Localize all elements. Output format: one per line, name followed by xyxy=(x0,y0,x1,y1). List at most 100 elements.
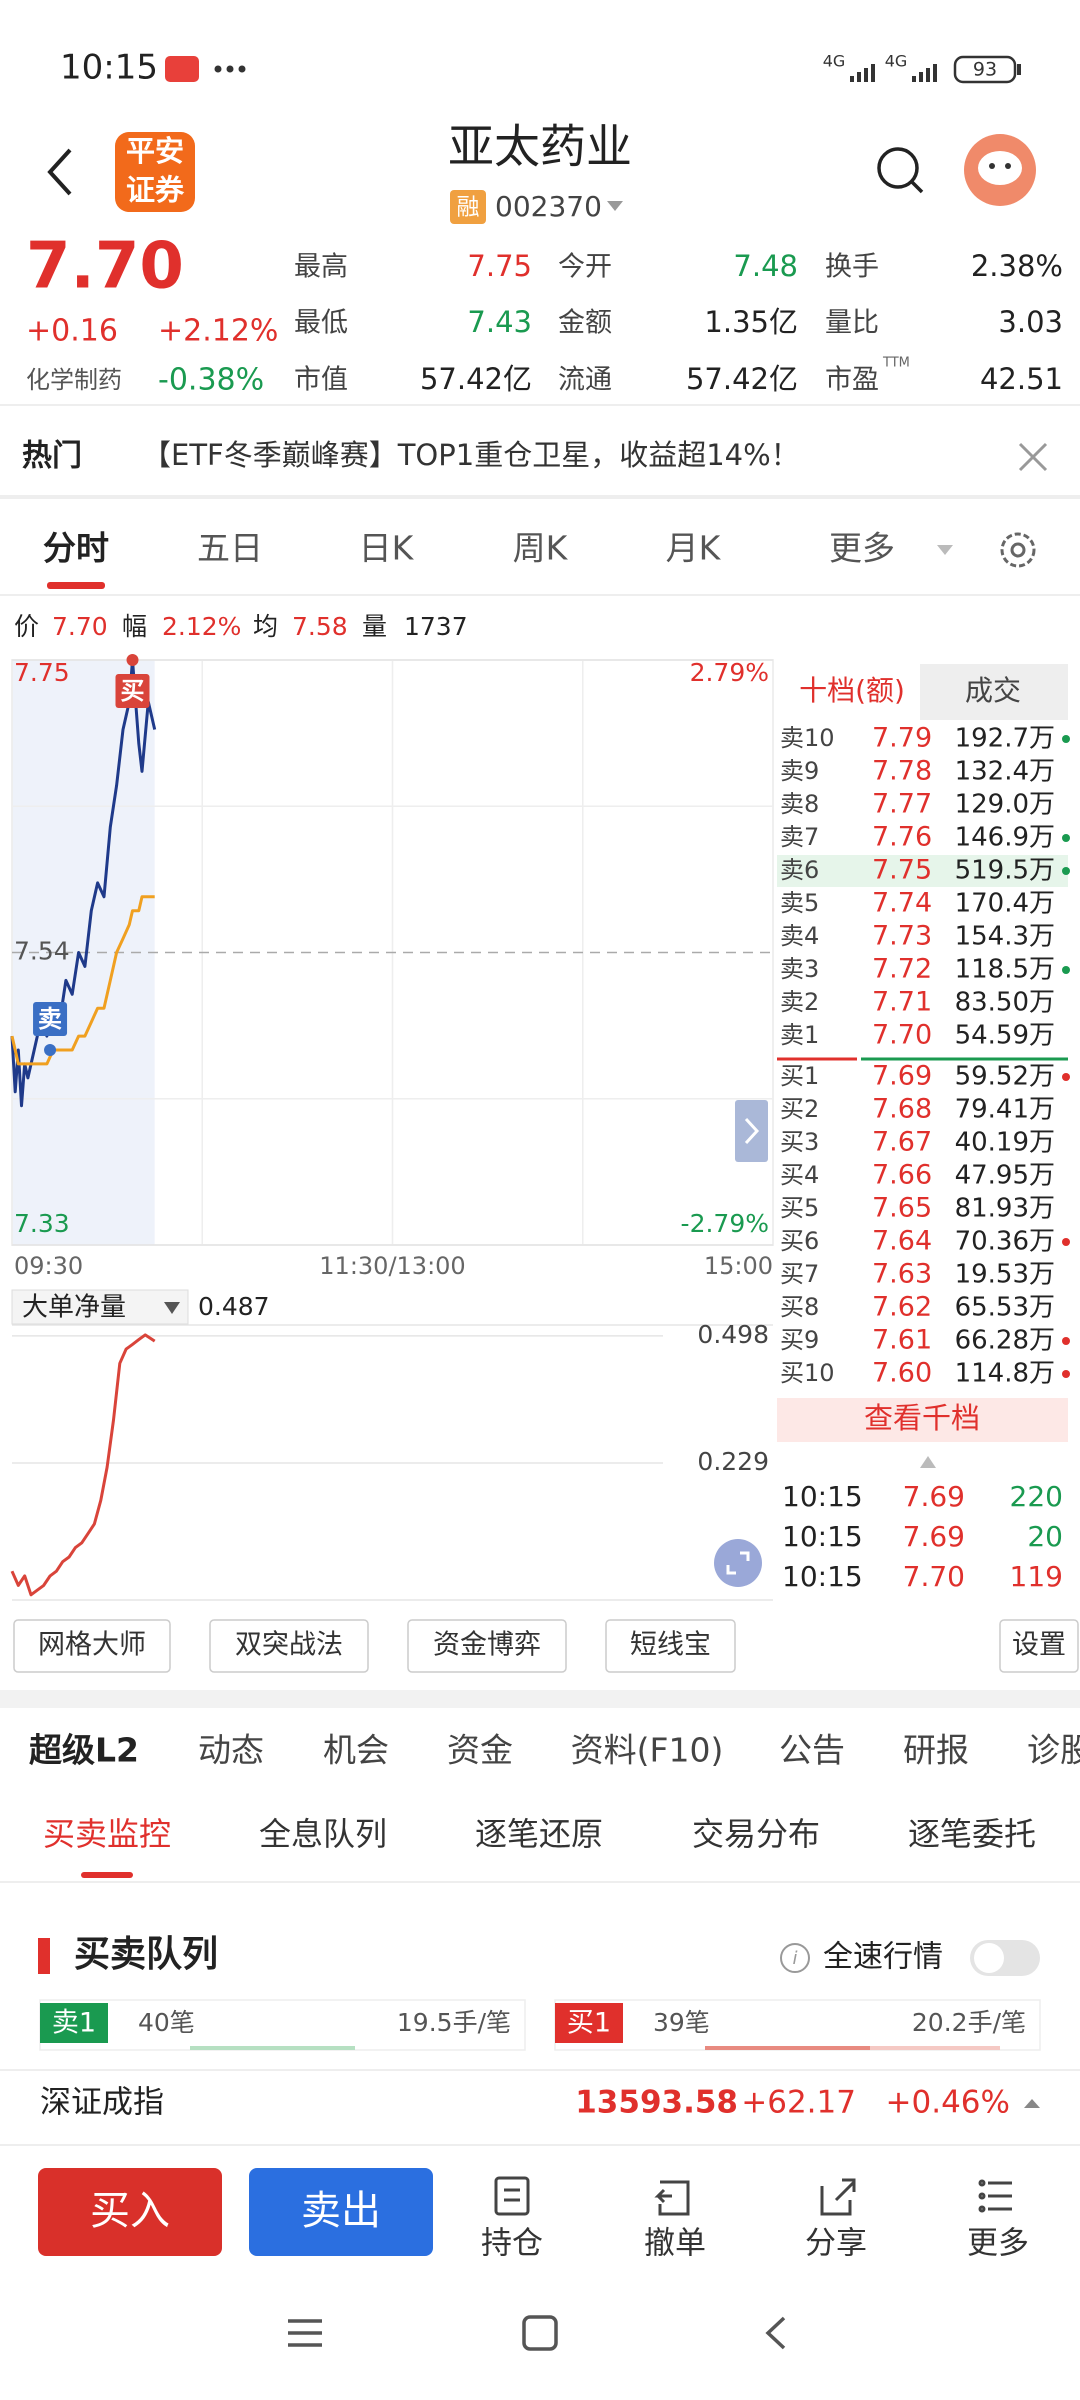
stat-value: 42.51 xyxy=(980,362,1063,396)
queue-bar xyxy=(870,2046,1000,2050)
tool-label[interactable]: 双突战法 xyxy=(235,1630,343,1661)
book-amount: 40.19万 xyxy=(955,1128,1055,1158)
info-item: 7.70 xyxy=(52,612,108,641)
buy-button[interactable] xyxy=(38,2168,222,2256)
book-dot xyxy=(1062,1073,1070,1081)
y2-tick-label: 2.79% xyxy=(690,658,769,687)
tool-button[interactable] xyxy=(13,1619,171,1673)
l2-tab[interactable]: 机会 xyxy=(323,1731,389,1770)
search-button[interactable] xyxy=(877,147,924,194)
chart-tab[interactable]: 更多 xyxy=(829,529,895,568)
stat-label: 最高 xyxy=(294,252,348,283)
l2-tab[interactable]: 资金 xyxy=(447,1731,513,1770)
nav-menu[interactable] xyxy=(288,2319,322,2347)
back-button[interactable] xyxy=(47,148,72,196)
chart-tab[interactable]: 月K xyxy=(666,529,722,568)
tool-button[interactable] xyxy=(605,1619,736,1673)
banner-text[interactable]: 【ETF冬季巅峰赛】TOP1重仓卫星，收益超14%！ xyxy=(142,438,800,472)
avatar[interactable] xyxy=(964,134,1036,206)
trade-volume: 119 xyxy=(1010,1560,1063,1593)
fullscreen-button[interactable] xyxy=(714,1539,762,1587)
sector-change: -0.38% xyxy=(158,363,264,398)
nav-back[interactable] xyxy=(765,2316,786,2350)
book-price: 7.62 xyxy=(872,1292,932,1323)
series-line xyxy=(10,895,155,1066)
tool-button[interactable] xyxy=(209,1619,369,1673)
chart-tab[interactable]: 五日 xyxy=(197,529,263,568)
book-amount: 79.41万 xyxy=(955,1095,1055,1125)
book-amount: 154.3万 xyxy=(955,922,1055,952)
sell-label[interactable]: 卖出 xyxy=(301,2188,381,2234)
sub-tab[interactable]: 交易分布 xyxy=(692,1815,820,1853)
tool-label[interactable]: 网格大师 xyxy=(38,1630,146,1661)
more-depth-bg[interactable] xyxy=(777,1398,1068,1442)
action-label[interactable]: 更多 xyxy=(967,2226,1029,2262)
info-item: 幅 xyxy=(122,612,147,641)
index-change-pct: +0.46% xyxy=(886,2085,1010,2121)
action-label[interactable]: 分享 xyxy=(805,2226,867,2262)
trade-marker xyxy=(33,1002,68,1036)
indicator-current: 0.487 xyxy=(198,1292,270,1321)
stat-value: 57.42亿 xyxy=(420,362,532,396)
sub-tab[interactable]: 逐笔还原 xyxy=(475,1815,603,1853)
close-banner[interactable] xyxy=(1018,442,1048,472)
sub-tab[interactable]: 买卖监控 xyxy=(43,1815,171,1853)
nav-home[interactable] xyxy=(522,2315,558,2351)
fullscreen-icon xyxy=(726,1551,750,1575)
sub-tab[interactable]: 全息队列 xyxy=(259,1815,387,1853)
book-price: 7.69 xyxy=(872,1061,932,1092)
tool-label[interactable]: 设置 xyxy=(1012,1630,1066,1661)
l2-tab[interactable]: 诊股 xyxy=(1027,1731,1080,1770)
index-expand[interactable] xyxy=(1024,2099,1040,2108)
sub-tab[interactable]: 逐笔委托 xyxy=(908,1815,1036,1853)
book-label: 卖1 xyxy=(780,1021,819,1049)
battery-tip xyxy=(1017,64,1021,75)
book-dot xyxy=(1062,1238,1070,1246)
book-price: 7.61 xyxy=(872,1325,932,1356)
toggle[interactable] xyxy=(970,1940,1040,1976)
l2-tab[interactable]: 研报 xyxy=(903,1731,969,1770)
chart-overlay xyxy=(714,1100,768,1587)
y-tick-label: 7.33 xyxy=(14,1209,70,1238)
info-icon[interactable]: i xyxy=(780,1943,810,1973)
tool-label[interactable]: 短线宝 xyxy=(630,1630,711,1661)
l2-tab[interactable]: 超级L2 xyxy=(29,1731,139,1770)
status-icons: 4G 4G 93 xyxy=(165,52,1021,84)
action-label[interactable]: 持仓 xyxy=(481,2226,543,2262)
l2-tab[interactable]: 资料(F10) xyxy=(571,1731,724,1770)
expand-book[interactable] xyxy=(735,1100,768,1162)
chart-tab[interactable]: 分时 xyxy=(43,529,109,568)
tool-button[interactable] xyxy=(407,1619,567,1673)
scroll-indicator xyxy=(920,1456,936,1468)
chart-tab[interactable]: 日K xyxy=(359,529,415,568)
book-label: 买7 xyxy=(780,1260,819,1288)
indicator-selector[interactable] xyxy=(11,1289,189,1325)
sell-button[interactable] xyxy=(249,2168,433,2256)
l2-tab[interactable]: 动态 xyxy=(198,1731,264,1770)
book-price: 7.67 xyxy=(872,1127,932,1158)
info-item: 量 xyxy=(362,612,387,641)
row-highlight xyxy=(777,855,1068,887)
book-header[interactable]: 十档(额) xyxy=(799,674,905,707)
tab-underline xyxy=(47,582,105,589)
buy-label[interactable]: 买入 xyxy=(90,2188,170,2234)
book-label: 买2 xyxy=(780,1095,819,1123)
book-label: 买3 xyxy=(780,1128,819,1156)
l2-tab[interactable]: 公告 xyxy=(779,1731,845,1770)
book-label: 买8 xyxy=(780,1293,819,1321)
queue-count: 40笔 xyxy=(138,2008,195,2037)
tool-label[interactable]: 资金博弈 xyxy=(433,1630,541,1661)
stat-value: 2.38% xyxy=(971,249,1063,283)
action-label[interactable]: 撤单 xyxy=(644,2226,706,2262)
tool-button[interactable] xyxy=(999,1619,1079,1673)
settings-gear[interactable] xyxy=(1000,532,1036,568)
chart-tab[interactable]: 周K xyxy=(513,529,569,568)
logo-text: 证券 xyxy=(126,173,185,207)
code-dropdown[interactable] xyxy=(607,201,623,211)
book-header[interactable]: 成交 xyxy=(965,674,1021,707)
book-dot xyxy=(1062,735,1070,743)
trade-time: 10:15 xyxy=(782,1560,863,1593)
more-depth[interactable]: 查看千档 xyxy=(864,1401,980,1435)
more-dropdown[interactable] xyxy=(937,545,953,555)
trade-time: 10:15 xyxy=(782,1480,863,1513)
